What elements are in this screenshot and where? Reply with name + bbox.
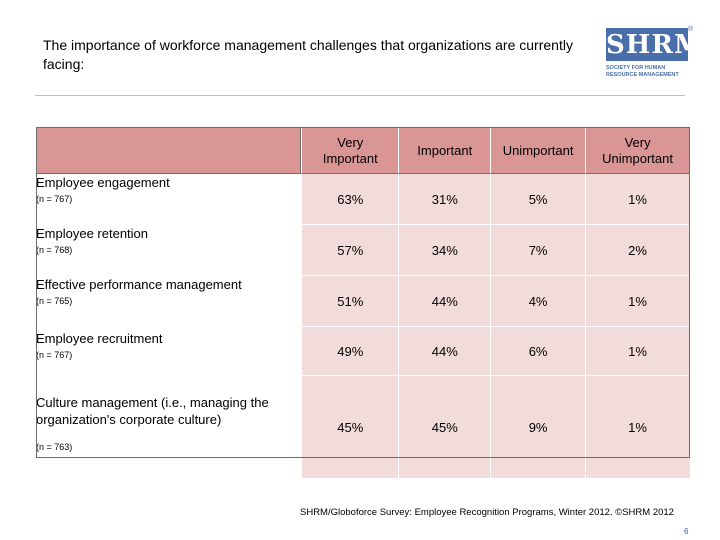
cell-very-unimportant: 1% [585, 327, 690, 376]
header-very-important: Very Important [301, 127, 399, 174]
cell-important: 44% [398, 276, 491, 327]
source-note: SHRM/Globoforce Survey: Employee Recogni… [300, 507, 674, 518]
logo-line-2: RESOURCE MANAGEMENT [606, 72, 679, 78]
row-label-text: Employee retention [36, 226, 149, 241]
table-row: Employee recruitment (n = 767) 49% 44% 6… [36, 327, 690, 376]
cell-very-important: 51% [301, 276, 399, 327]
cell-very-unimportant: 1% [585, 376, 690, 479]
row-sample-size: (n = 765) [36, 296, 73, 306]
row-label: Effective performance management (n = 76… [36, 276, 301, 327]
row-sample-size: (n = 763) [36, 442, 73, 452]
logo-line-1: SOCIETY FOR HUMAN [606, 65, 666, 71]
table-corner-cell [36, 127, 302, 174]
cell-unimportant: 9% [490, 376, 586, 479]
cell-very-important: 63% [301, 174, 399, 225]
table-row: Culture management (i.e., managing the o… [36, 376, 690, 479]
cell-unimportant: 7% [490, 225, 586, 276]
row-label-text: Effective performance management [36, 277, 242, 292]
row-sample-size: (n = 767) [36, 350, 73, 360]
header-unimportant: Unimportant [490, 127, 586, 174]
row-sample-size: (n = 767) [36, 194, 73, 204]
cell-unimportant: 4% [490, 276, 586, 327]
cell-important: 45% [398, 376, 491, 479]
logo-mark: SHRM [606, 28, 704, 61]
row-label-text: Employee engagement [36, 175, 170, 190]
cell-very-unimportant: 1% [585, 174, 690, 225]
header-important: Important [398, 127, 491, 174]
row-label-text: Culture management (i.e., managing the o… [36, 395, 269, 427]
cell-very-important: 57% [301, 225, 399, 276]
cell-very-unimportant: 1% [585, 276, 690, 327]
page-number: 6 [684, 527, 689, 536]
row-label: Employee retention (n = 768) [36, 225, 301, 276]
title-divider [35, 95, 685, 96]
logo-registered: ® [688, 26, 694, 33]
cell-very-important: 45% [301, 376, 399, 479]
cell-unimportant: 5% [490, 174, 586, 225]
shrm-logo: SHRM ® SOCIETY FOR HUMAN RESOURCE MANAGE… [604, 26, 704, 84]
row-label-text: Employee recruitment [36, 331, 163, 346]
header-very-unimportant: Very Unimportant [585, 127, 690, 174]
cell-important: 44% [398, 327, 491, 376]
row-sample-size: (n = 768) [36, 245, 73, 255]
row-label: Employee engagement (n = 767) [36, 174, 301, 225]
row-label: Employee recruitment (n = 767) [36, 327, 301, 376]
table-row: Effective performance management (n = 76… [36, 276, 690, 327]
cell-important: 31% [398, 174, 491, 225]
table-row: Employee retention (n = 768) 57% 34% 7% … [36, 225, 690, 276]
cell-unimportant: 6% [490, 327, 586, 376]
table-header-row: Very Important Important Unimportant Ver… [36, 127, 690, 174]
slide-title: The importance of workforce management c… [43, 37, 573, 72]
table-row: Employee engagement (n = 767) 63% 31% 5%… [36, 174, 690, 225]
row-label: Culture management (i.e., managing the o… [36, 376, 301, 479]
cell-very-unimportant: 2% [585, 225, 690, 276]
cell-important: 34% [398, 225, 491, 276]
cell-very-important: 49% [301, 327, 399, 376]
importance-table: Very Important Important Unimportant Ver… [36, 127, 690, 479]
